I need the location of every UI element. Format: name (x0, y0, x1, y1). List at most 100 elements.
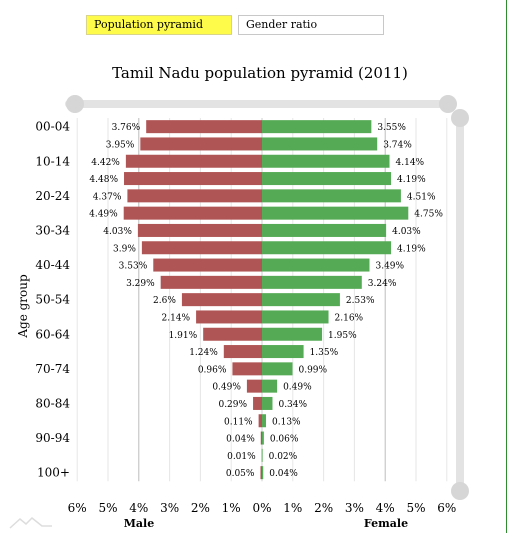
vslider-top-handle[interactable] (451, 109, 469, 127)
vertical-range-slider[interactable] (451, 109, 469, 500)
y-tick-label: 40-44 (35, 258, 70, 272)
data-label-male: 0.01% (227, 452, 256, 462)
bar-male-05-09[interactable] (140, 137, 262, 151)
data-label-female: 2.16% (335, 313, 364, 323)
bar-male-00-04[interactable] (146, 120, 262, 134)
bar-male-80-84[interactable] (253, 396, 262, 410)
bar-male-40-44[interactable] (153, 258, 262, 272)
bar-female-15-19[interactable] (262, 172, 392, 186)
data-label-female: 1.95% (328, 331, 357, 341)
data-label-female: 0.02% (269, 452, 298, 462)
bar-female-90-94[interactable] (262, 431, 264, 445)
vslider-track[interactable] (456, 112, 464, 492)
bar-male-75-79[interactable] (246, 379, 262, 393)
tab-population-pyramid[interactable]: Population pyramid (86, 15, 232, 35)
tab-gender-ratio[interactable]: Gender ratio (238, 15, 384, 35)
data-label-female: 3.24% (368, 279, 397, 289)
bar-female-85-89[interactable] (262, 414, 267, 428)
x-tick-label: 2% (191, 501, 210, 515)
x-tick-label: 5% (406, 501, 425, 515)
data-label-female: 4.51% (407, 192, 436, 202)
series-label-female: Female (364, 517, 408, 530)
bar-male-20-24[interactable] (127, 189, 263, 203)
data-label-male: 0.05% (226, 469, 255, 479)
bar-male-30-34[interactable] (137, 223, 262, 237)
series-label-male: Male (124, 517, 154, 530)
data-label-male: 3.9% (113, 244, 136, 254)
data-label-female: 2.53% (346, 296, 375, 306)
data-label-female: 4.14% (396, 158, 425, 168)
bar-male-65-69[interactable] (223, 345, 262, 359)
y-tick-label: 60-64 (35, 327, 70, 341)
y-tick-labels: 00-04 10-14 20-24 30-34 40-44 50-54 60-64 70-74… (35, 120, 70, 480)
bar-female-45-49[interactable] (262, 275, 362, 289)
bar-female-75-79[interactable] (262, 379, 278, 393)
bar-female-25-29[interactable] (262, 206, 409, 220)
data-label-female: 4.03% (392, 227, 421, 237)
data-label-male: 1.24% (189, 348, 218, 358)
x-tick-label: 6% (437, 501, 456, 515)
bar-male-90-94[interactable] (260, 431, 262, 445)
bar-female-65-69[interactable] (262, 345, 304, 359)
bar-female-05-09[interactable] (262, 137, 378, 151)
bar-male-15-19[interactable] (124, 172, 263, 186)
data-label-male: 3.95% (106, 140, 135, 150)
x-tick-label: 1% (222, 501, 241, 515)
chart-title: Tamil Nadu population pyramid (2011) (112, 64, 408, 82)
y-tick-label: 70-74 (35, 362, 70, 376)
data-label-female: 3.49% (375, 262, 404, 272)
bar-male-95-99[interactable] (261, 448, 263, 462)
bar-female-50-54[interactable] (262, 293, 340, 307)
bar-female-100+[interactable] (262, 466, 264, 480)
data-label-female: 0.04% (269, 469, 298, 479)
bar-male-70-74[interactable] (232, 362, 262, 376)
data-label-male: 1.91% (169, 331, 198, 341)
y-tick-label: 90-94 (35, 431, 70, 445)
data-label-female: 4.19% (397, 175, 426, 185)
bar-female-00-04[interactable] (262, 120, 372, 134)
data-label-female: 4.19% (397, 244, 426, 254)
bar-female-80-84[interactable] (262, 396, 273, 410)
bar-male-100+[interactable] (260, 466, 262, 480)
slider-left-handle[interactable] (66, 95, 84, 113)
y-tick-label: 30-34 (35, 223, 70, 237)
bar-male-35-39[interactable] (141, 241, 262, 255)
x-tick-label: 4% (129, 501, 148, 515)
x-tick-label: 0% (252, 501, 271, 515)
mountain-logo-icon (9, 516, 52, 529)
y-tick-label: 80-84 (35, 396, 70, 410)
bar-female-60-64[interactable] (262, 327, 323, 341)
x-tick-label: 6% (68, 501, 87, 515)
bar-male-50-54[interactable] (181, 293, 262, 307)
bar-female-10-14[interactable] (262, 154, 390, 168)
data-label-female: 0.99% (298, 365, 327, 375)
bar-male-10-14[interactable] (125, 154, 262, 168)
slider-right-handle[interactable] (439, 95, 457, 113)
data-label-male: 0.49% (212, 383, 241, 393)
bar-female-95-99[interactable] (262, 448, 263, 462)
y-tick-label: 50-54 (35, 293, 70, 307)
bar-female-30-34[interactable] (262, 223, 387, 237)
y-tick-label: 100+ (37, 466, 70, 480)
bar-male-55-59[interactable] (196, 310, 262, 324)
bar-female-20-24[interactable] (262, 189, 401, 203)
vslider-bottom-handle[interactable] (451, 482, 469, 500)
x-tick-labels: 6% 5% 4% 3% 2% 1% 0% 1% 2% 3% 4% 5% 6% (68, 501, 457, 515)
bar-female-70-74[interactable] (262, 362, 293, 376)
bar-female-55-59[interactable] (262, 310, 329, 324)
data-label-female: 1.35% (310, 348, 339, 358)
slider-track[interactable] (65, 100, 457, 108)
data-label-male: 0.96% (198, 365, 227, 375)
bar-male-45-49[interactable] (160, 275, 262, 289)
bar-male-60-64[interactable] (203, 327, 262, 341)
data-label-female: 3.74% (383, 140, 412, 150)
bar-female-40-44[interactable] (262, 258, 370, 272)
data-label-male: 4.03% (103, 227, 132, 237)
bar-female-35-39[interactable] (262, 241, 392, 255)
data-label-male: 2.6% (153, 296, 176, 306)
data-label-male: 0.11% (224, 417, 253, 427)
horizontal-range-slider[interactable] (65, 95, 457, 113)
bar-male-25-29[interactable] (123, 206, 262, 220)
bar-male-85-89[interactable] (258, 414, 262, 428)
